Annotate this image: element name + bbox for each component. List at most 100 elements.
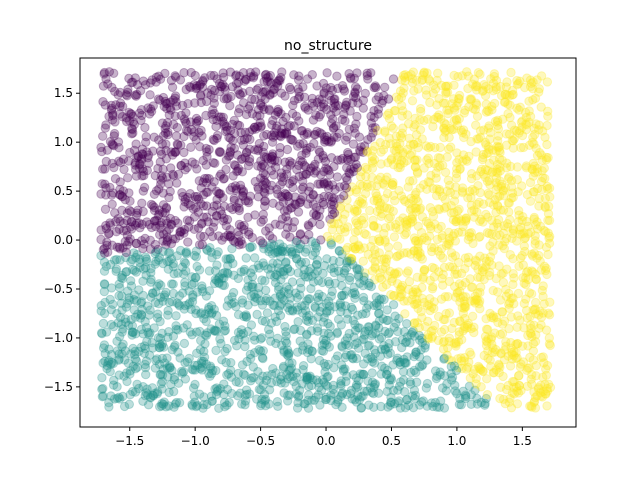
scatter-point: [478, 366, 488, 376]
scatter-point: [410, 284, 421, 295]
scatter-point: [457, 227, 467, 237]
scatter-point: [410, 162, 421, 172]
scatter-point: [530, 93, 541, 104]
scatter-point: [308, 250, 318, 261]
scatter-point: [505, 100, 515, 110]
scatter-point: [413, 249, 423, 260]
scatter-point: [282, 263, 293, 273]
scatter-point: [386, 290, 396, 300]
scatter-point: [267, 234, 278, 244]
scatter-point: [408, 67, 418, 77]
scatter-point: [497, 319, 508, 329]
scatter-point: [453, 354, 463, 364]
scatter-point: [473, 68, 484, 78]
scatter-point: [422, 235, 432, 246]
scatter-point: [541, 370, 551, 380]
scatter-point: [369, 195, 379, 206]
scatter-point: [125, 369, 135, 379]
scatter-point: [388, 360, 398, 370]
scatter-point: [505, 250, 515, 260]
scatter-point: [185, 82, 196, 93]
scatter-point: [127, 327, 137, 337]
scatter-point: [408, 195, 418, 206]
scatter-point: [166, 75, 177, 86]
scatter-point: [349, 123, 359, 133]
scatter-point: [328, 123, 339, 134]
scatter-point: [452, 388, 462, 399]
scatter-point: [271, 78, 282, 88]
scatter-point: [138, 329, 148, 339]
scatter-point: [391, 223, 401, 233]
scatter-point: [366, 118, 376, 128]
scatter-point: [454, 90, 465, 101]
scatter-point: [215, 384, 226, 394]
scatter-point: [459, 132, 469, 143]
scatter-point: [198, 190, 209, 200]
scatter-point: [234, 198, 244, 208]
scatter-point: [380, 326, 390, 337]
scatter-point: [400, 403, 411, 413]
scatter-point: [390, 196, 400, 206]
scatter-point: [397, 111, 407, 121]
scatter-point: [353, 343, 364, 353]
scatter-point: [120, 314, 131, 324]
scatter-point: [410, 155, 420, 165]
scatter-point: [164, 179, 174, 189]
scatter-point: [209, 201, 219, 211]
scatter-point: [523, 266, 533, 276]
scatter-point: [472, 100, 482, 110]
scatter-point: [174, 291, 185, 301]
scatter-point: [314, 193, 325, 204]
scatter-point: [262, 129, 272, 140]
scatter-point: [441, 88, 451, 99]
scatter-point: [282, 282, 292, 292]
scatter-point: [356, 392, 366, 402]
scatter-point: [180, 258, 191, 268]
scatter-point: [175, 226, 185, 237]
scatter-point: [175, 353, 185, 363]
scatter-point: [352, 206, 362, 216]
scatter-point: [257, 160, 268, 170]
scatter-point: [285, 371, 295, 382]
scatter-point: [307, 217, 317, 228]
scatter-point: [236, 221, 247, 232]
scatter-point: [327, 209, 338, 220]
scatter-point: [155, 74, 166, 84]
scatter-point: [180, 158, 190, 168]
scatter-point: [542, 269, 552, 280]
scatter-point: [279, 266, 289, 277]
scatter-point: [540, 132, 550, 143]
scatter-point: [282, 338, 292, 348]
scatter-point: [428, 325, 438, 335]
scatter-point: [156, 341, 167, 352]
scatter-point: [380, 82, 390, 93]
scatter-point: [317, 345, 327, 356]
scatter-point: [509, 299, 519, 309]
scatter-point: [160, 123, 170, 134]
scatter-point: [469, 205, 479, 215]
scatter-point: [297, 150, 307, 160]
scatter-point: [233, 120, 243, 130]
scatter-point: [311, 260, 322, 270]
scatter-point: [526, 329, 536, 339]
scatter-point: [266, 378, 277, 388]
scatter-point: [501, 82, 511, 92]
scatter-point: [259, 141, 269, 152]
scatter-point: [148, 390, 158, 400]
scatter-point: [348, 370, 358, 380]
scatter-point: [325, 306, 335, 316]
scatter-point: [417, 313, 427, 323]
scatter-point: [98, 131, 108, 141]
scatter-point: [403, 296, 413, 306]
scatter-point: [306, 163, 316, 173]
scatter-point: [362, 303, 372, 313]
scatter-point: [528, 338, 539, 349]
scatter-point: [445, 187, 456, 198]
scatter-point: [297, 184, 307, 195]
scatter-point: [117, 305, 127, 315]
scatter-point: [340, 352, 350, 363]
scatter-point: [143, 103, 153, 113]
scatter-point: [497, 155, 507, 166]
scatter-point: [448, 94, 459, 104]
scatter-point: [457, 186, 468, 197]
